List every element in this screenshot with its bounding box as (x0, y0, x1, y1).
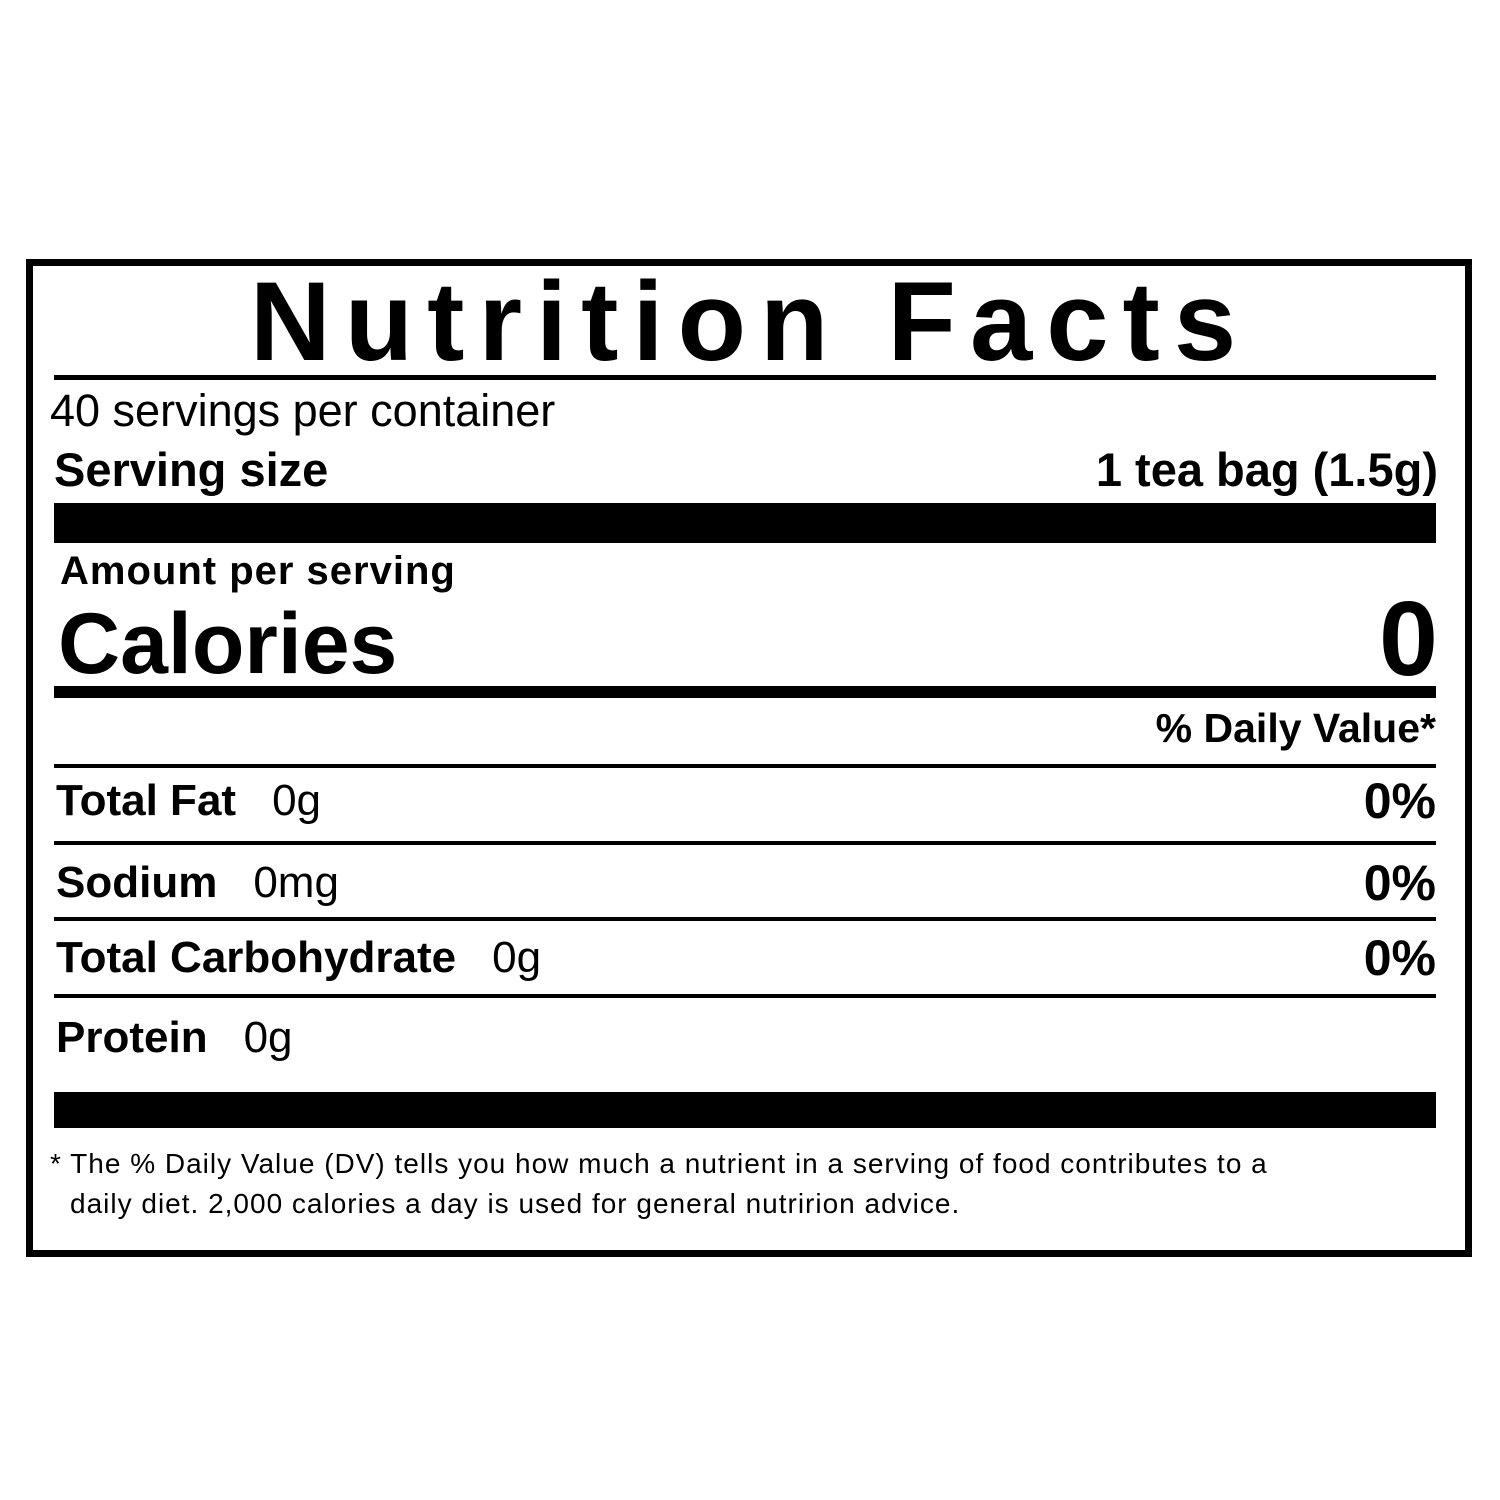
nutrient-amount: 0g (272, 776, 322, 825)
nutrient-name: Protein (56, 1013, 208, 1062)
footnote-line-2: daily diet. 2,000 calories a day is used… (70, 1188, 961, 1219)
medium-divider (54, 686, 1436, 698)
serving-size-value: 1 tea bag (1.5g) (1095, 443, 1438, 496)
nutrient-row-sodium: Sodium 0mg 0% (56, 858, 1436, 908)
nutrient-name: Total Fat (56, 776, 237, 825)
nutrient-dv: 0% (1363, 855, 1436, 911)
nutrient-amount: 0mg (253, 858, 339, 907)
nutrient-dv: 0% (1363, 930, 1436, 986)
nutrient-dv: 0% (1363, 773, 1436, 829)
nutrient-row-protein: Protein 0g (56, 1013, 1436, 1063)
nutrient-name: Sodium (56, 858, 218, 907)
amount-per-serving: Amount per serving (60, 549, 456, 593)
label-title: Nutrition Facts (249, 259, 1251, 384)
divider (54, 994, 1436, 998)
footnote-line-1: * The % Daily Value (DV) tells you how m… (50, 1148, 1268, 1179)
calories-label: Calories (58, 596, 398, 692)
calories-value: 0 (1379, 580, 1438, 698)
nutrient-amount: 0g (492, 933, 542, 982)
divider (54, 917, 1436, 921)
daily-value-header: % Daily Value* (1155, 705, 1436, 751)
nutrient-amount: 0g (243, 1013, 293, 1062)
nutrient-row-total-fat: Total Fat 0g 0% (56, 776, 1436, 826)
divider (54, 841, 1436, 845)
nutrient-row-total-carbohydrate: Total Carbohydrate 0g 0% (56, 933, 1436, 983)
thick-divider (54, 503, 1436, 543)
label-border (26, 259, 1472, 1257)
thick-divider (54, 1092, 1436, 1128)
servings-per-container: 40 servings per container (50, 385, 556, 436)
divider (54, 375, 1436, 380)
divider (54, 764, 1436, 768)
nutrient-name: Total Carbohydrate (56, 933, 457, 982)
serving-size-label: Serving size (54, 443, 329, 496)
